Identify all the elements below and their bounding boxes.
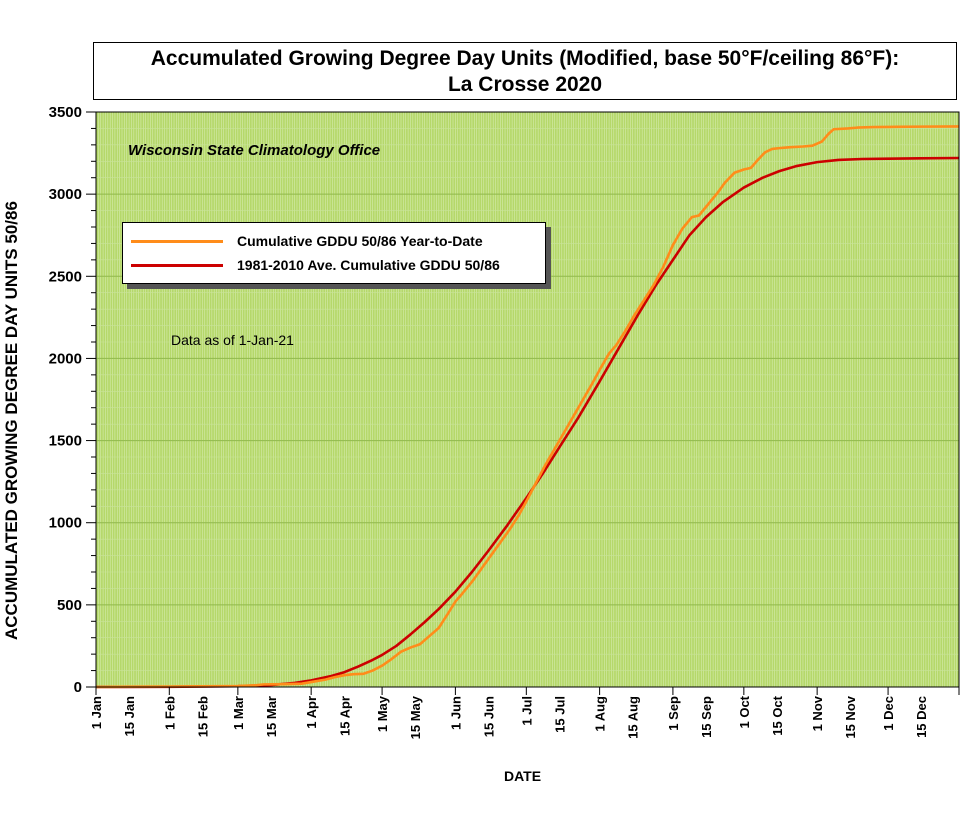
x-tick-label: 1 Oct bbox=[737, 695, 752, 728]
x-axis-label: DATE bbox=[504, 768, 542, 784]
x-tick-label: 1 Aug bbox=[593, 696, 608, 732]
y-axis-label: ACCUMULATED GROWING DEGREE DAY UNITS 50/… bbox=[2, 201, 21, 640]
y-tick-label: 3500 bbox=[49, 104, 82, 121]
data-as-of-label: Data as of 1-Jan-21 bbox=[171, 332, 294, 348]
legend-label-ytd: Cumulative GDDU 50/86 Year-to-Date bbox=[237, 233, 483, 249]
legend-item-ytd: Cumulative GDDU 50/86 Year-to-Date bbox=[131, 232, 483, 250]
chart-title-line1: Accumulated Growing Degree Day Units (Mo… bbox=[150, 47, 900, 70]
x-tick-label: 1 Nov bbox=[810, 695, 825, 731]
x-tick-label: 15 May bbox=[408, 695, 423, 739]
x-tick-label: 1 Sep bbox=[666, 696, 681, 731]
y-tick-label: 3000 bbox=[49, 186, 82, 203]
credit-label: Wisconsin State Climatology Office bbox=[128, 142, 381, 159]
legend-swatch-average bbox=[131, 263, 223, 267]
x-tick-label: 1 Dec bbox=[881, 696, 896, 731]
y-tick-label: 0 bbox=[74, 679, 82, 696]
y-tick-label: 2500 bbox=[49, 268, 82, 285]
y-tick-label: 500 bbox=[57, 597, 82, 614]
series-line-ytd bbox=[95, 125, 960, 689]
x-tick-label: 1 Jul bbox=[519, 696, 534, 726]
y-tick-label: 2000 bbox=[49, 350, 82, 367]
y-tick-label: 1500 bbox=[49, 433, 82, 450]
y-axis: 0 500 1000 1500 2000 2500 3000 3500 bbox=[49, 104, 96, 696]
x-tick-label: 1 Jan bbox=[89, 696, 104, 729]
x-tick-label: 15 Jul bbox=[552, 696, 567, 733]
fine-grid bbox=[95, 111, 960, 688]
chart-title-line2: La Crosse 2020 bbox=[447, 73, 603, 96]
legend-item-average: 1981-2010 Ave. Cumulative GDDU 50/86 bbox=[131, 256, 500, 274]
legend-label-average: 1981-2010 Ave. Cumulative GDDU 50/86 bbox=[237, 257, 500, 273]
plot-frame bbox=[95, 111, 960, 688]
x-tick-label: 15 Aug bbox=[626, 696, 641, 739]
x-tick-label: 15 Mar bbox=[264, 696, 279, 737]
x-tick-label: 15 Nov bbox=[843, 695, 858, 738]
series-line-average bbox=[95, 156, 960, 689]
x-tick-label: 1 Mar bbox=[231, 696, 246, 730]
x-tick-label: 15 Jun bbox=[481, 696, 496, 737]
x-tick-label: 15 Sep bbox=[699, 696, 714, 738]
x-axis: 1 Jan 15 Jan 1 Feb 15 Feb 1 Mar 15 Mar 1 Apr 15… bbox=[89, 687, 960, 739]
x-tick-label: 15 Oct bbox=[770, 695, 785, 735]
y-tick-label: 1000 bbox=[49, 515, 82, 532]
legend-swatch-ytd bbox=[131, 239, 223, 243]
series-layer bbox=[95, 125, 960, 689]
x-tick-label: 15 Jan bbox=[122, 696, 137, 737]
x-tick-label: 15 Apr bbox=[337, 696, 352, 736]
x-tick-label: 1 Apr bbox=[304, 696, 319, 729]
x-tick-label: 1 Jun bbox=[448, 696, 463, 730]
x-tick-label: 1 Feb bbox=[162, 696, 177, 730]
chart-title-box: Accumulated Growing Degree Day Units (Mo… bbox=[93, 42, 957, 100]
plot-area bbox=[96, 112, 959, 687]
x-tick-label: 15 Feb bbox=[195, 696, 210, 737]
x-tick-label: 15 Dec bbox=[914, 696, 929, 738]
x-tick-label: 1 May bbox=[375, 695, 390, 732]
legend: Cumulative GDDU 50/86 Year-to-Date 1981-… bbox=[122, 222, 546, 284]
